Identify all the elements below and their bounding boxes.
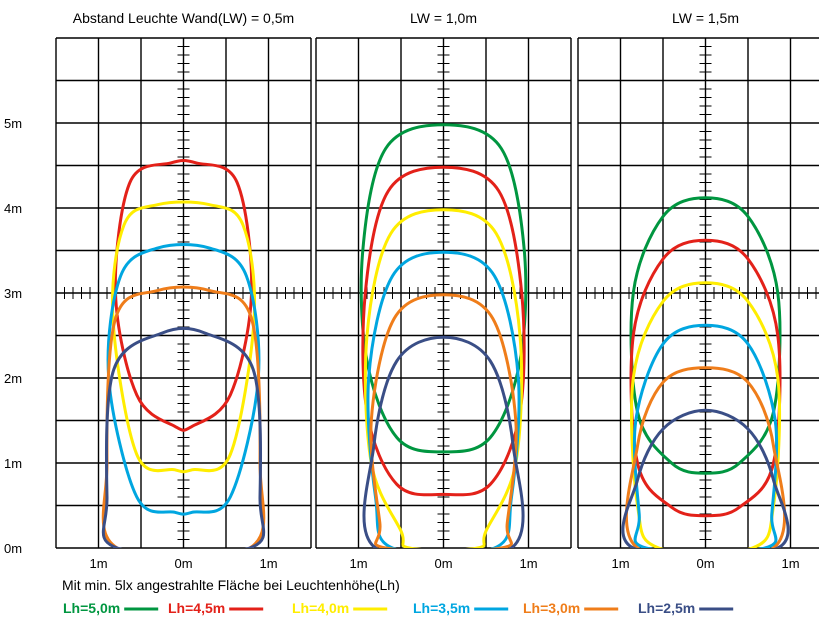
x-tick-label: 1m	[89, 556, 107, 571]
series-line-Lh=2,5m	[362, 335, 525, 548]
panel-2: LW = 1,0m 1m 0m 1m	[315, 10, 572, 571]
curve-group	[359, 123, 528, 548]
series-line-Lh=3,0m	[624, 366, 787, 548]
series-line-Lh=3,0m	[101, 285, 266, 548]
chart-caption: Mit min. 5lx angestrahlte Fläche bei Leu…	[62, 577, 400, 593]
series-line-Lh=3,5m	[632, 323, 779, 548]
y-tick-label: 4m	[4, 201, 22, 216]
x-tick-label: 0m	[174, 556, 192, 571]
y-tick-label: 5m	[4, 116, 22, 131]
legend-label: Lh=3,5m	[413, 600, 470, 616]
x-tick-label: 1m	[519, 556, 537, 571]
legend-label: Lh=3,0m	[523, 600, 580, 616]
y-tick-label: 2m	[4, 371, 22, 386]
panel-1: Abstand Leuchte Wand(LW) = 0,5m 1m 0m 1m	[55, 10, 312, 571]
y-tick-label: 1m	[4, 456, 22, 471]
series-line-Lh=4,5m	[361, 165, 526, 497]
series-line-Lh=3,5m	[366, 250, 521, 548]
curve-group	[101, 159, 266, 548]
series-line-Lh=4,5m	[629, 238, 782, 518]
x-tick-label: 1m	[781, 556, 799, 571]
legend: Lh=5,0m Lh=4,5m Lh=4,0m Lh=3,5m Lh=3,0m Lh=2,…	[63, 600, 734, 616]
series-line-Lh=4,0m	[111, 200, 257, 474]
x-tick-label: 0m	[696, 556, 714, 571]
y-axis-labels: 0m 1m 2m 3m 4m 5m	[4, 116, 22, 556]
legend-label: Lh=4,5m	[168, 600, 225, 616]
x-tick-label: 1m	[349, 556, 367, 571]
x-tick-label: 1m	[611, 556, 629, 571]
legend-label: Lh=5,0m	[63, 600, 120, 616]
series-line-Lh=4,0m	[363, 208, 524, 548]
panel-title: LW = 1,0m	[410, 10, 477, 26]
series-line-Lh=3,5m	[106, 242, 261, 516]
legend-label: Lh=4,0m	[292, 600, 349, 616]
series-line-Lh=2,5m	[621, 408, 790, 548]
x-tick-label: 1m	[259, 556, 277, 571]
series-line-Lh=5,0m	[629, 196, 782, 475]
series-line-Lh=3,0m	[369, 293, 518, 548]
series-line-Lh=4,0m	[630, 281, 782, 548]
y-tick-label: 3m	[4, 286, 22, 301]
panel-title: LW = 1,5m	[672, 10, 739, 26]
panel-3: LW = 1,5m 1m 0m 1m	[577, 10, 819, 571]
panel-title: Abstand Leuchte Wand(LW) = 0,5m	[73, 10, 294, 26]
curve-group	[621, 196, 790, 548]
x-tick-label: 0m	[434, 556, 452, 571]
series-line-Lh=2,5m	[101, 326, 266, 548]
series-line-Lh=5,0m	[359, 123, 528, 454]
legend-label: Lh=2,5m	[638, 600, 695, 616]
y-tick-label: 0m	[4, 541, 22, 556]
